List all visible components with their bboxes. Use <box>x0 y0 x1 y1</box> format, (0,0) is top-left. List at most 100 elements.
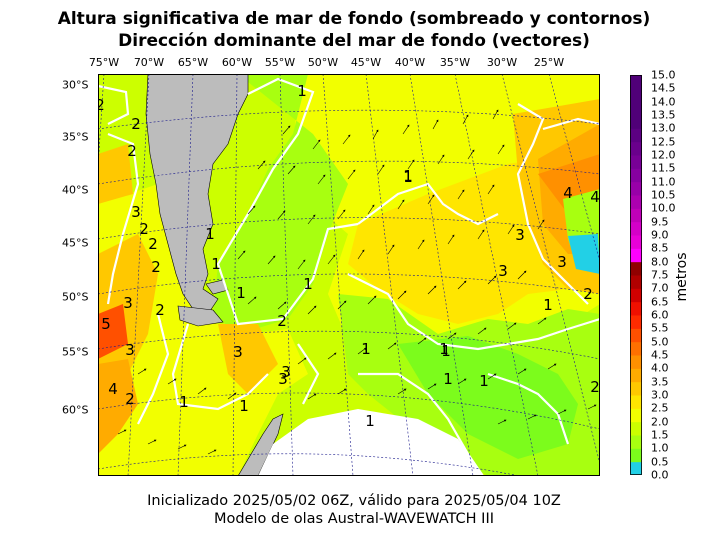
contour-label: 1 <box>211 255 221 273</box>
south-america-landmass <box>145 74 249 315</box>
shade-region-yellow-sw <box>98 184 308 476</box>
contour-lines <box>98 77 600 476</box>
lon-label-60w: 60°W <box>221 56 253 69</box>
shade-region-red-sw <box>98 304 128 359</box>
colorbar-tick-label: 2.0 <box>651 415 669 429</box>
colorbar-tick-label: 3.0 <box>651 388 669 402</box>
contour-label: 2 <box>127 142 137 160</box>
contour-label: 2 <box>125 390 135 408</box>
contour-label: 4 <box>563 184 573 202</box>
lon-label-45w: 45°W <box>350 56 382 69</box>
colorbar-segment <box>630 381 642 396</box>
colorbar-tick-label: 10.0 <box>651 201 676 215</box>
lon-label-75w: 75°W <box>88 56 120 69</box>
contour-label: 1 <box>239 397 249 415</box>
colorbar-segment <box>630 328 642 343</box>
contour-label: 1 <box>179 393 189 411</box>
colorbar-tick-label: 8.0 <box>651 255 669 269</box>
colorbar-tick-label: 5.0 <box>651 335 669 349</box>
contour-label: 3 <box>498 262 508 280</box>
colorbar-segment <box>630 181 642 196</box>
colorbar-segment <box>630 155 642 169</box>
contour-label: 1 <box>236 284 246 302</box>
colorbar-segment <box>630 221 642 236</box>
colorbar-segment <box>630 368 642 383</box>
swell-direction-vectors <box>117 109 597 455</box>
colorbar-tick-label: 10.5 <box>651 188 676 202</box>
contour-label: 1 <box>443 370 453 388</box>
lon-label-55w: 55°W <box>264 56 296 69</box>
colorbar-segment <box>630 275 642 289</box>
colorbar-segment <box>630 421 642 436</box>
contour-label-group: 2 2 2 1 1 3 2 2 1 1 2 3 1 2 5 3 3 4 2 1 … <box>98 82 600 430</box>
colorbar-segment <box>630 88 642 103</box>
colorbar-segment <box>630 208 642 223</box>
contour-label: 1 <box>403 167 413 185</box>
lon-label-25w: 25°W <box>533 56 565 69</box>
colorbar-units-label: metros <box>674 252 690 302</box>
contour-label: 4 <box>590 188 600 206</box>
falkland-islands <box>205 279 229 295</box>
contour-label: 1 <box>205 225 215 243</box>
colorbar-segment <box>630 141 642 156</box>
map-frame <box>98 74 600 476</box>
contour-label: 3 <box>131 203 141 221</box>
colorbar-segment <box>630 315 642 329</box>
lon-label-70w: 70°W <box>133 56 165 69</box>
contour-label: 1 <box>403 168 413 186</box>
colorbar <box>630 75 642 475</box>
lat-label-40s: 40°S <box>62 183 89 197</box>
shade-region-orange-nw <box>98 144 133 204</box>
contour-label: 2 <box>151 258 161 276</box>
shade-region-orange-sw2 <box>98 359 138 454</box>
colorbar-segment <box>630 355 642 369</box>
colorbar-tick-label: 6.0 <box>651 308 669 322</box>
colorbar-segment <box>630 168 642 183</box>
lat-label-50s: 50°S <box>62 290 89 304</box>
contour-label: 1 <box>365 412 375 430</box>
colorbar-segment <box>630 288 642 303</box>
colorbar-segment <box>630 101 642 116</box>
colorbar-tick-label: 8.5 <box>651 241 669 255</box>
colorbar-tick-label: 1.0 <box>651 441 669 455</box>
colorbar-tick-label: 11.0 <box>651 175 676 189</box>
colorbar-tick-label: 9.5 <box>651 215 669 229</box>
colorbar-segment <box>630 248 642 263</box>
lat-label-30s: 30°S <box>62 78 89 92</box>
colorbar-tick-label: 13.0 <box>651 121 676 135</box>
contour-label: 1 <box>361 340 371 358</box>
colorbar-tick-label: 0.0 <box>651 468 669 482</box>
shade-region-green-west <box>213 74 348 334</box>
colorbar-segment <box>630 261 642 276</box>
contour-label: 1 <box>297 82 307 100</box>
colorbar-segment <box>630 341 642 356</box>
footer-init-valid: Inicializado 2025/05/02 06Z, válido para… <box>147 493 561 509</box>
contour-label: 1 <box>303 275 313 293</box>
lon-label-30w: 30°W <box>486 56 518 69</box>
contour-label: 2 <box>155 301 165 319</box>
map-title: Altura significativa de mar de fondo (so… <box>57 9 651 29</box>
lon-label-40w: 40°W <box>394 56 426 69</box>
colorbar-tick-label: 7.5 <box>651 268 669 282</box>
colorbar-tick-label: 0.5 <box>651 455 669 469</box>
colorbar-tick-label: 6.5 <box>651 295 669 309</box>
contour-label: 5 <box>101 315 111 333</box>
colorbar-tick-label: 3.5 <box>651 375 669 389</box>
colorbar-segment <box>630 448 642 463</box>
colorbar-tick-label: 14.5 <box>651 81 676 95</box>
colorbar-tick-label: 7.0 <box>651 281 669 295</box>
colorbar-segment <box>630 235 642 249</box>
lat-label-35s: 35°S <box>62 130 89 144</box>
colorbar-tick-label: 13.5 <box>651 108 676 122</box>
tierra-del-fuego <box>177 305 224 327</box>
contour-label: 2 <box>131 115 141 133</box>
contour-label: 1 <box>439 340 449 358</box>
contour-label: 1 <box>441 342 451 360</box>
shade-region-cyan-east <box>568 234 600 274</box>
colorbar-tick-label: 12.5 <box>651 135 676 149</box>
colorbar-tick-label: 11.5 <box>651 161 676 175</box>
colorbar-segment <box>630 408 642 423</box>
colorbar-segment <box>630 128 642 143</box>
colorbar-segment <box>630 461 642 475</box>
colorbar-segment <box>630 395 642 409</box>
